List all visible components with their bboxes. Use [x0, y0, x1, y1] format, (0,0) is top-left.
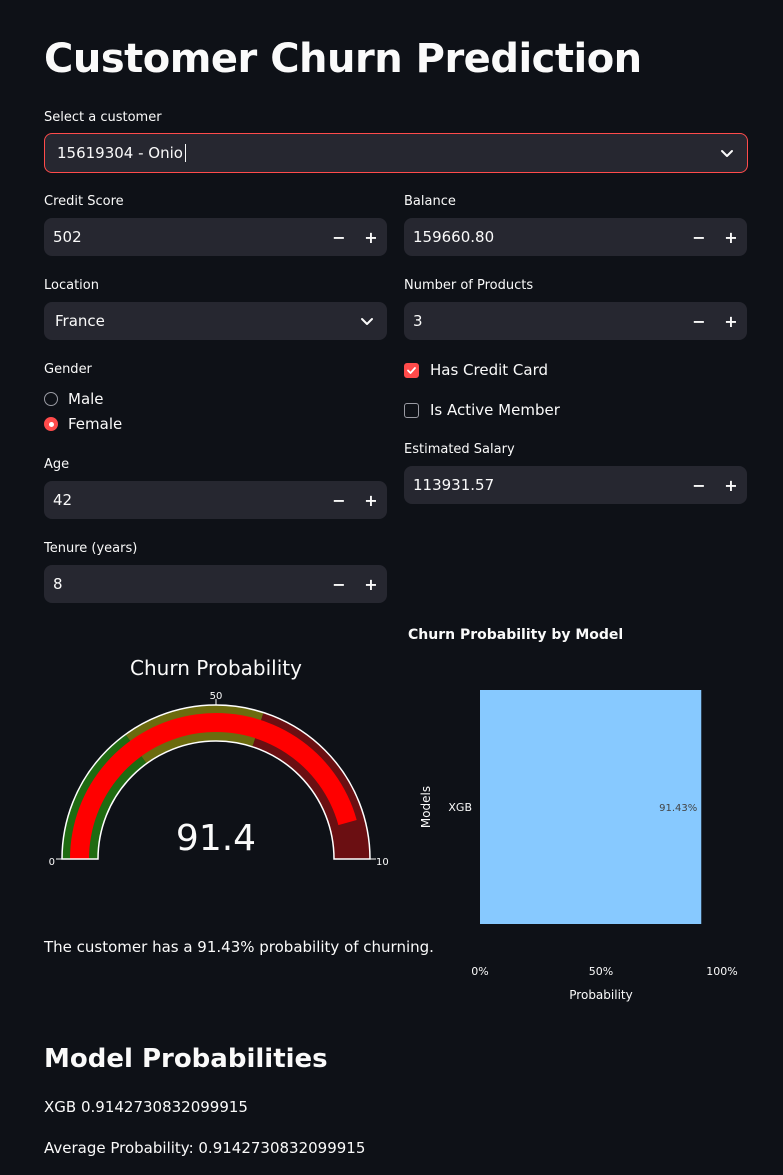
- credit-score-increment-button[interactable]: +: [364, 227, 378, 247]
- gender-option-label: Female: [68, 415, 123, 433]
- gauge-tick-label-mid: 50: [210, 691, 223, 702]
- checkbox-unchecked-icon[interactable]: [404, 402, 419, 418]
- tenure-increment-button[interactable]: +: [364, 574, 378, 594]
- tenure-value[interactable]: 8: [53, 575, 63, 593]
- balance-value[interactable]: 159660.80: [413, 228, 495, 246]
- gauge-tick-label-max: 10: [376, 857, 389, 868]
- tenure-input[interactable]: 8 − +: [44, 565, 387, 603]
- gender-option-label: Male: [68, 390, 104, 408]
- num-products-value[interactable]: 3: [413, 312, 423, 330]
- gauge-value-number: 91.4: [176, 818, 256, 859]
- customer-select-label: Select a customer: [44, 110, 162, 125]
- age-decrement-button[interactable]: −: [332, 490, 346, 510]
- customer-select[interactable]: 15619304 - Onio: [44, 133, 748, 173]
- chevron-down-icon[interactable]: [719, 145, 735, 161]
- estimated-salary-decrement-button[interactable]: −: [692, 475, 706, 495]
- radio-unselected-icon[interactable]: [44, 392, 58, 406]
- balance-label: Balance: [404, 194, 456, 209]
- has-credit-card-checkbox[interactable]: Has Credit Card: [404, 360, 548, 380]
- model-probabilities-heading: Model Probabilities: [44, 1044, 328, 1074]
- age-value[interactable]: 42: [53, 491, 73, 509]
- credit-score-label: Credit Score: [44, 194, 124, 209]
- page-title: Customer Churn Prediction: [44, 36, 642, 82]
- gauge-value-bar: [70, 713, 357, 859]
- x-tick-label: 100%: [706, 965, 737, 978]
- gender-option-female[interactable]: Female: [44, 414, 122, 434]
- y-axis-label: Models: [419, 786, 433, 828]
- gauge-title: Churn Probability: [130, 656, 302, 680]
- x-tick-label: 50%: [589, 965, 613, 978]
- text-cursor: [184, 144, 186, 163]
- churn-gauge: Churn Probability 50 0 10 91.4: [49, 656, 389, 868]
- credit-score-input[interactable]: 502 − +: [44, 218, 387, 256]
- bar-xgb: [480, 690, 702, 924]
- churn-probability-text: The customer has a 91.43% probability of…: [44, 938, 434, 956]
- gender-option-male[interactable]: Male: [44, 389, 104, 409]
- customer-select-value: 15619304 - Onio: [57, 143, 183, 162]
- gauge-outline: [61, 704, 371, 860]
- num-products-input[interactable]: 3 − +: [404, 302, 747, 340]
- location-value: France: [55, 312, 105, 330]
- xgb-probability-text: XGB 0.9142730832099915: [44, 1098, 248, 1116]
- estimated-salary-increment-button[interactable]: +: [724, 475, 738, 495]
- credit-score-decrement-button[interactable]: −: [332, 227, 346, 247]
- age-input[interactable]: 42 − +: [44, 481, 387, 519]
- num-products-decrement-button[interactable]: −: [692, 311, 706, 331]
- tenure-label: Tenure (years): [44, 541, 138, 556]
- credit-score-value[interactable]: 502: [53, 228, 82, 246]
- radio-selected-icon[interactable]: [44, 417, 58, 431]
- bar-data-label: 91.43%: [659, 803, 697, 814]
- is-active-member-checkbox[interactable]: Is Active Member: [404, 400, 560, 420]
- is-active-member-label: Is Active Member: [430, 401, 560, 419]
- estimated-salary-label: Estimated Salary: [404, 442, 515, 457]
- location-label: Location: [44, 278, 99, 293]
- has-credit-card-label: Has Credit Card: [430, 361, 549, 379]
- y-tick-label: XGB: [448, 801, 472, 814]
- tenure-decrement-button[interactable]: −: [332, 574, 346, 594]
- model-probability-chart: Churn Probability by Model XGB 91.43% Mod…: [408, 627, 738, 1002]
- balance-input[interactable]: 159660.80 − +: [404, 218, 747, 256]
- age-label: Age: [44, 457, 70, 472]
- num-products-increment-button[interactable]: +: [724, 311, 738, 331]
- balance-increment-button[interactable]: +: [724, 227, 738, 247]
- chevron-down-icon[interactable]: [359, 313, 375, 329]
- chart-title: Churn Probability by Model: [408, 627, 623, 643]
- location-select[interactable]: France: [44, 302, 387, 340]
- estimated-salary-value[interactable]: 113931.57: [413, 476, 495, 494]
- average-probability-text: Average Probability: 0.9142730832099915: [44, 1139, 366, 1157]
- checkbox-checked-icon[interactable]: [404, 362, 419, 378]
- gauge-tick-label-min: 0: [49, 857, 55, 868]
- gender-label: Gender: [44, 362, 92, 377]
- estimated-salary-input[interactable]: 113931.57 − +: [404, 466, 747, 504]
- x-axis-label: Probability: [569, 988, 632, 1002]
- num-products-label: Number of Products: [404, 278, 534, 293]
- x-tick-label: 0%: [471, 965, 488, 978]
- balance-decrement-button[interactable]: −: [692, 227, 706, 247]
- age-increment-button[interactable]: +: [364, 490, 378, 510]
